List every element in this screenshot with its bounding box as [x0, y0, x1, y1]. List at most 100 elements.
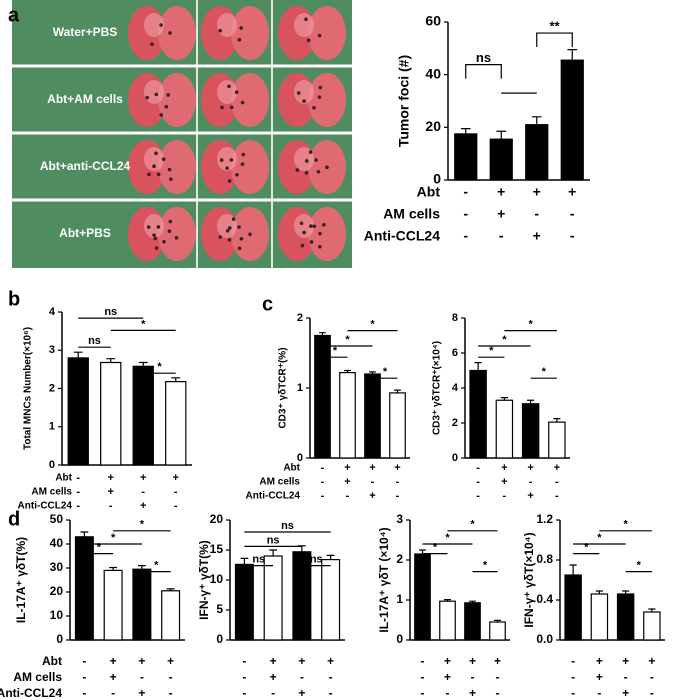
tumor-nodule: [167, 229, 172, 233]
condition-sign: -: [496, 686, 500, 700]
condition-sign: +: [270, 670, 277, 684]
condition-sign: -: [496, 670, 500, 684]
significance-line: [536, 32, 573, 48]
condition-sign: -: [111, 686, 115, 700]
tumor-nodule: [147, 172, 151, 177]
tumor-nodule: [312, 105, 316, 110]
condition-sign: +: [344, 476, 350, 488]
condition-sign: -: [300, 670, 304, 684]
lung-highlight: [217, 147, 237, 171]
bar: [489, 138, 513, 181]
condition-sign: -: [503, 490, 507, 502]
y-tick-label: 3: [396, 512, 403, 526]
condition-sign: -: [396, 476, 400, 488]
bar: [132, 568, 152, 641]
tumor-nodule: [318, 85, 323, 90]
tumor-nodule: [159, 113, 164, 117]
tumor-nodule: [239, 26, 244, 30]
condition-sign: -: [529, 476, 533, 488]
tumor-nodule: [317, 95, 322, 99]
condition-sign: +: [140, 500, 146, 512]
tumor-nodule: [227, 84, 231, 89]
bar: [165, 381, 187, 466]
bar: [314, 334, 331, 459]
condition-sign: -: [321, 490, 325, 502]
condition-sign: -: [329, 686, 333, 700]
condition-name: Abt: [417, 184, 441, 200]
condition-sign: -: [271, 686, 275, 700]
y-tick-label: 0.0: [536, 632, 553, 646]
condition-sign: +: [108, 486, 114, 498]
tumor-nodule: [314, 158, 318, 162]
tumor-nodule: [167, 167, 172, 172]
photo-label: Abt+AM cells: [47, 92, 123, 106]
y-axis-label: CD3⁺ γδTCR⁺(%): [278, 347, 289, 428]
bar: [67, 357, 89, 466]
error-bar: [527, 399, 535, 404]
y-tick-label: 15: [210, 542, 224, 556]
condition-sign: +: [167, 654, 174, 668]
y-tick-label: 30: [50, 560, 64, 574]
condition-sign: +: [533, 228, 541, 244]
condition-sign: -: [396, 490, 400, 502]
tumor-nodule: [239, 236, 244, 241]
bar: [525, 124, 549, 181]
significance-label: ns: [104, 306, 117, 318]
tumor-nodule: [308, 150, 313, 154]
significance-label: *: [157, 361, 162, 373]
condition-sign: -: [82, 654, 86, 668]
error-bar: [73, 351, 83, 358]
lung-lobe: [158, 207, 196, 261]
y-axis-label: CD3⁺ γδTCR⁺(×10⁴): [432, 341, 443, 435]
tumor-nodule: [166, 93, 171, 97]
lung-highlight: [144, 214, 164, 238]
condition-sign: -: [242, 670, 246, 684]
tumor-nodule: [229, 105, 234, 110]
y-tick-label: 60: [425, 13, 441, 29]
tumor-nodule: [164, 104, 169, 109]
lung-highlight: [294, 214, 314, 238]
tumor-nodule: [296, 91, 301, 95]
condition-sign: +: [501, 476, 507, 488]
condition-sign: -: [597, 686, 601, 700]
condition-sign: +: [444, 654, 451, 668]
tumor-nodule: [237, 246, 242, 251]
condition-name: AM cells: [259, 477, 300, 488]
bar-chart: 0 1 2 CD3⁺ γδTCR⁺(%) * * * * Abt - + + + AM cells - + - -…: [246, 312, 410, 502]
condition-sign: +: [140, 472, 146, 484]
condition-sign: +: [110, 654, 117, 668]
lung-highlight: [294, 80, 314, 104]
y-tick-label: 2: [452, 417, 458, 429]
significance-label: **: [549, 18, 560, 33]
tumor-nodule: [153, 236, 158, 241]
condition-sign: +: [494, 654, 501, 668]
condition-sign: -: [321, 476, 325, 488]
lung-lobe: [158, 73, 196, 127]
tumor-nodule: [150, 42, 154, 46]
y-tick-label: 0: [452, 452, 458, 464]
y-tick-label: 0: [56, 632, 63, 646]
significance-label: *: [333, 345, 338, 357]
condition-sign: +: [394, 462, 400, 474]
condition-name: AM cells: [31, 487, 72, 498]
condition-sign: -: [82, 670, 86, 684]
tumor-nodule: [145, 95, 149, 100]
condition-sign: +: [298, 686, 305, 700]
tumor-nodule: [302, 230, 306, 235]
tumor-nodule: [318, 231, 322, 236]
tumor-nodule: [316, 169, 321, 174]
y-tick-label: 3: [49, 344, 55, 356]
tumor-nodule: [248, 232, 252, 237]
error-bar: [494, 619, 501, 622]
tumor-nodule: [168, 219, 173, 224]
tumor-nodule: [308, 224, 313, 228]
significance-label: *: [637, 560, 642, 572]
tumor-nodule: [240, 162, 245, 166]
condition-sign: +: [173, 472, 179, 484]
condition-sign: -: [650, 686, 654, 700]
condition-sign: -: [555, 476, 559, 488]
y-axis-label: Tumor foci (#): [396, 55, 412, 147]
